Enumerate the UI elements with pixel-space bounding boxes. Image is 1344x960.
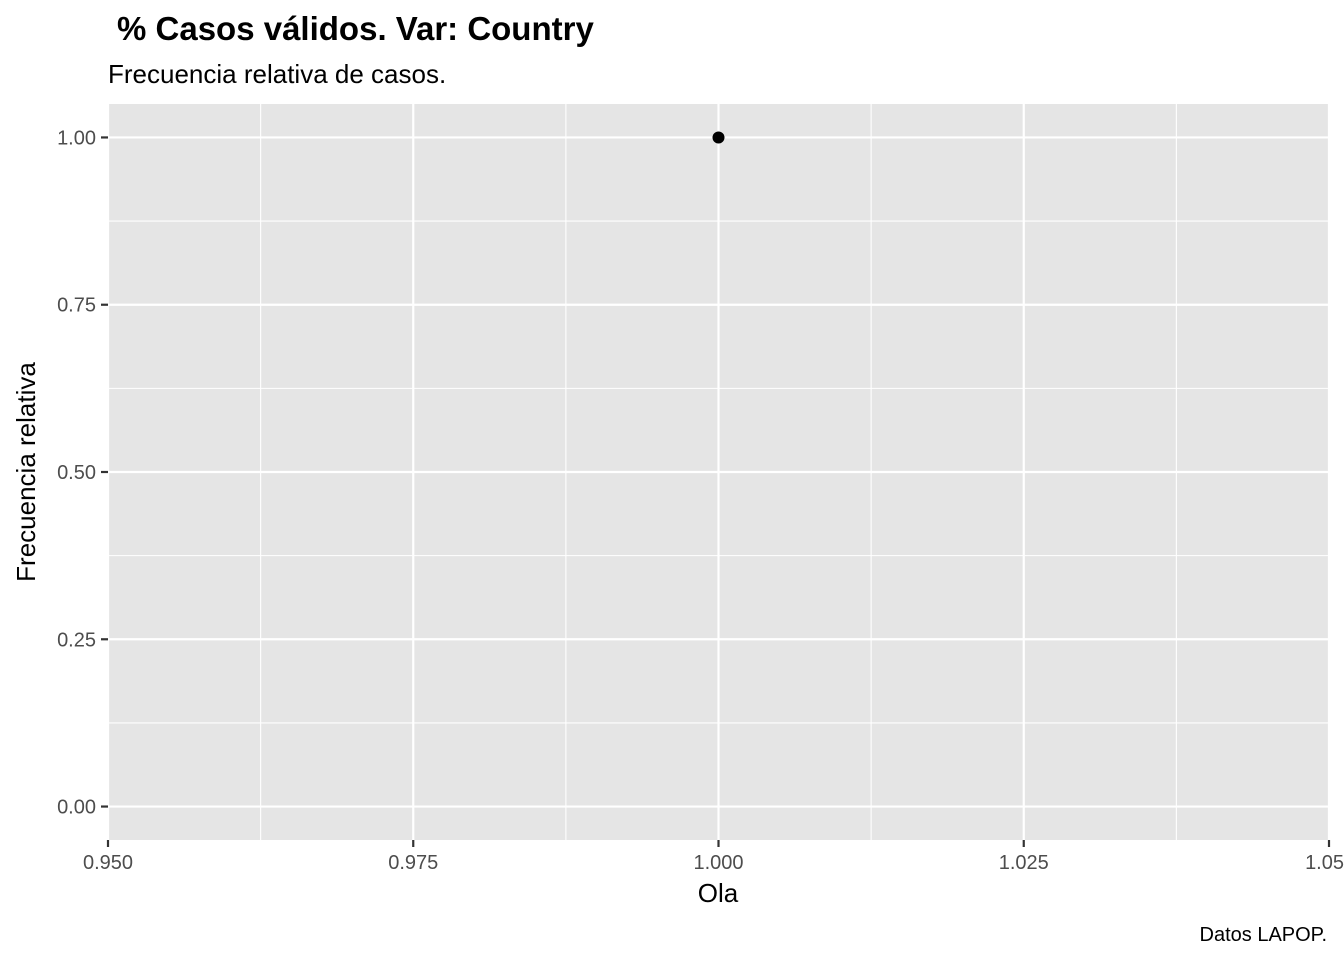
x-tick-label: 0.950	[83, 852, 133, 874]
y-tick-label: 0.50	[57, 462, 96, 484]
x-tick-label: 1.000	[693, 852, 743, 874]
y-axis: 0.00 0.25 0.50 0.75 1.00	[57, 127, 108, 819]
chart-title: % Casos válidos. Var: Country	[117, 10, 594, 47]
x-tick-label: 1.05	[1305, 852, 1344, 874]
x-axis-title: Ola	[698, 878, 739, 908]
chart-subtitle: Frecuencia relativa de casos.	[108, 59, 446, 89]
x-tick-label: 0.975	[388, 852, 438, 874]
data-points	[712, 131, 725, 144]
chart-caption: Datos LAPOP.	[1200, 924, 1327, 946]
grid-major	[106, 104, 1331, 840]
y-axis-title: Frecuencia relativa	[11, 362, 41, 582]
y-tick-label: 0.00	[57, 797, 96, 819]
x-tick-label: 1.025	[999, 852, 1049, 874]
data-point	[712, 131, 725, 144]
y-tick-label: 1.00	[57, 127, 96, 149]
y-tick-label: 0.25	[57, 629, 96, 651]
y-tick-label: 0.75	[57, 295, 96, 317]
x-axis: 0.950 0.975 1.000 1.025 1.05	[83, 840, 1344, 874]
